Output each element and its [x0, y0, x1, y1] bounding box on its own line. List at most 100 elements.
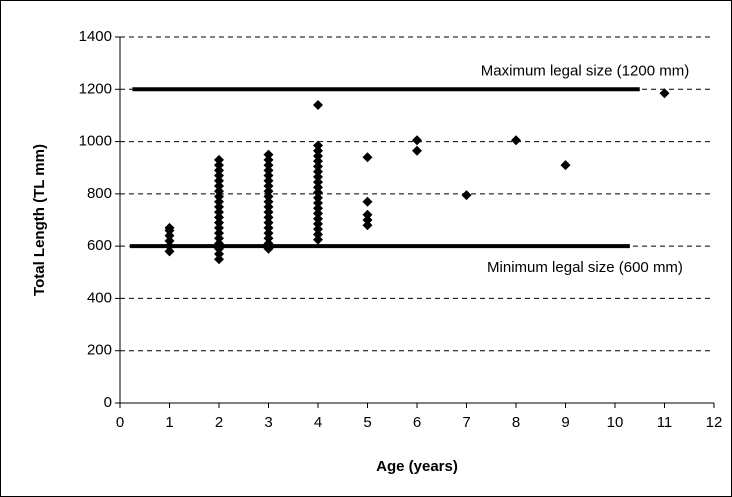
reference-label: Maximum legal size (1200 mm)	[481, 62, 689, 79]
data-point	[313, 140, 323, 151]
data-point	[362, 152, 373, 163]
data-point	[263, 186, 274, 197]
data-point	[313, 182, 323, 193]
reference-label: Minimum legal size (600 mm)	[487, 259, 683, 276]
data-point	[412, 135, 422, 146]
x-tick-label: 8	[512, 414, 520, 431]
data-point	[313, 99, 323, 110]
data-point	[313, 203, 323, 214]
y-axis-label: Total Length (TL mm)	[31, 144, 48, 296]
data-point	[362, 196, 373, 207]
y-tick-label: 1000	[79, 133, 112, 150]
y-tick-label: 1400	[79, 28, 112, 45]
data-point	[214, 160, 224, 171]
x-tick-label: 7	[462, 414, 470, 431]
data-point	[313, 234, 323, 245]
x-tick-label: 5	[363, 414, 371, 431]
data-point	[214, 181, 224, 192]
data-point	[214, 228, 224, 239]
data-point	[214, 196, 224, 207]
x-tick-label: 3	[264, 414, 272, 431]
data-point	[313, 229, 323, 240]
x-tick-label: 12	[706, 414, 723, 431]
data-point	[313, 166, 323, 177]
data-point	[214, 212, 224, 223]
data-point	[214, 248, 224, 259]
data-point	[461, 190, 472, 201]
data-point	[164, 241, 175, 252]
data-point	[263, 238, 274, 249]
y-tick-label: 0	[104, 394, 112, 411]
data-point	[263, 165, 274, 176]
data-point	[263, 154, 274, 165]
data-point	[511, 135, 521, 146]
data-point	[214, 201, 224, 212]
data-point	[560, 160, 571, 171]
data-point	[214, 165, 224, 176]
data-point	[313, 208, 323, 219]
data-point	[362, 209, 373, 220]
data-point	[313, 192, 323, 203]
data-point	[263, 170, 274, 181]
data-point	[263, 207, 274, 218]
data-point	[164, 222, 175, 233]
data-point	[263, 243, 274, 254]
data-point	[313, 171, 323, 182]
y-tick-label: 200	[87, 342, 112, 359]
data-point	[214, 207, 224, 218]
data-point	[313, 161, 323, 172]
data-point	[313, 145, 323, 156]
data-point	[313, 150, 323, 161]
data-point	[164, 235, 175, 246]
data-point	[263, 201, 274, 212]
data-point	[362, 220, 373, 231]
data-point	[263, 212, 274, 223]
data-point	[214, 238, 224, 249]
data-point	[214, 186, 224, 197]
x-axis-label: Age (years)	[376, 458, 458, 475]
data-point	[214, 191, 224, 202]
data-point	[313, 213, 323, 224]
data-point	[659, 88, 670, 99]
data-point	[263, 191, 274, 202]
data-point	[214, 170, 224, 181]
data-point	[214, 243, 224, 254]
x-tick-label: 6	[413, 414, 421, 431]
x-tick-label: 10	[607, 414, 624, 431]
x-tick-label: 9	[561, 414, 569, 431]
data-point	[263, 228, 274, 239]
data-point	[263, 222, 274, 233]
data-point	[214, 154, 224, 165]
data-point	[164, 246, 175, 257]
x-tick-label: 0	[116, 414, 124, 431]
x-tick-label: 1	[165, 414, 173, 431]
y-tick-label: 600	[87, 237, 112, 254]
data-point	[313, 218, 323, 229]
data-point	[263, 233, 274, 244]
data-point	[313, 224, 323, 235]
data-point	[214, 217, 224, 228]
data-point	[214, 233, 224, 244]
data-point	[313, 187, 323, 198]
y-tick-label: 1200	[79, 80, 112, 97]
data-point	[263, 196, 274, 207]
data-point	[362, 215, 373, 225]
data-point	[263, 149, 274, 160]
data-point	[263, 175, 274, 186]
data-point	[313, 198, 323, 209]
data-point	[214, 175, 224, 186]
x-tick-label: 2	[215, 414, 223, 431]
y-tick-label: 800	[87, 185, 112, 202]
data-point	[214, 222, 224, 233]
data-point	[313, 156, 323, 167]
x-tick-label: 4	[314, 414, 322, 431]
x-tick-label: 11	[657, 414, 673, 431]
data-point	[263, 217, 274, 228]
data-point	[313, 177, 323, 188]
data-point	[214, 254, 224, 265]
y-tick-label: 400	[87, 289, 112, 306]
data-point	[164, 230, 175, 241]
data-point	[263, 160, 274, 171]
